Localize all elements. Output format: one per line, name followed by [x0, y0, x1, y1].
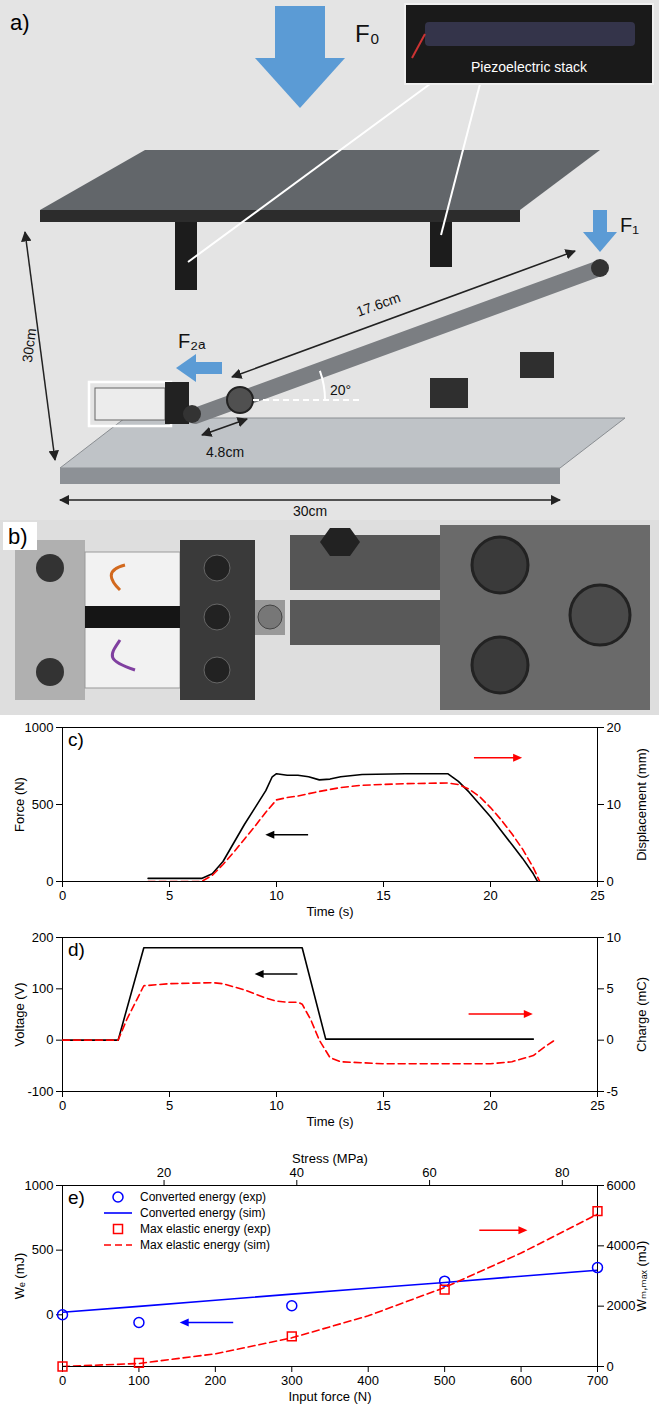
svg-text:400: 400 [357, 1373, 379, 1388]
svg-text:F₀: F₀ [355, 20, 380, 47]
svg-text:0: 0 [59, 1373, 66, 1388]
svg-text:Time (s): Time (s) [306, 1114, 353, 1129]
svg-text:10: 10 [269, 888, 283, 903]
svg-text:Wₑ (mJ): Wₑ (mJ) [12, 1253, 27, 1300]
svg-text:100: 100 [128, 1373, 150, 1388]
svg-text:0: 0 [46, 1307, 53, 1322]
svg-text:10: 10 [607, 797, 621, 812]
svg-text:b): b) [8, 524, 28, 549]
svg-text:10: 10 [269, 1098, 283, 1113]
svg-text:40: 40 [290, 1165, 304, 1180]
svg-text:Piezoelectric stack: Piezoelectric stack [471, 59, 588, 75]
svg-text:20: 20 [607, 720, 621, 735]
svg-text:200: 200 [205, 1373, 227, 1388]
html-text:Converted energy (exp): Converted energy (exp) [140, 1190, 267, 1204]
svg-text:Wₘ,ₘₐₓ (mJ): Wₘ,ₘₐₓ (mJ) [634, 1241, 649, 1312]
html-text:Max elastic energy (exp): Max elastic energy (exp) [140, 1222, 271, 1236]
svg-text:30cm: 30cm [19, 327, 39, 363]
svg-text:200: 200 [32, 930, 54, 945]
html-text:d): d) [68, 939, 85, 960]
svg-text:100: 100 [32, 981, 54, 996]
svg-text:-100: -100 [27, 1084, 53, 1099]
svg-text:0: 0 [607, 1032, 614, 1047]
svg-text:0: 0 [46, 1032, 53, 1047]
svg-text:80: 80 [555, 1165, 569, 1180]
svg-text:20°: 20° [330, 382, 351, 398]
svg-text:4000: 4000 [607, 1238, 636, 1253]
svg-text:6000: 6000 [607, 1178, 636, 1193]
svg-text:20: 20 [483, 888, 497, 903]
svg-text:1000: 1000 [25, 1178, 54, 1193]
svg-text:20: 20 [483, 1098, 497, 1113]
svg-text:Voltage (V): Voltage (V) [12, 982, 27, 1046]
svg-text:F₁: F₁ [620, 214, 639, 236]
svg-text:0: 0 [46, 874, 53, 889]
svg-text:Input force (N): Input force (N) [288, 1389, 371, 1404]
svg-text:25: 25 [590, 888, 604, 903]
svg-text:20: 20 [157, 1165, 171, 1180]
svg-text:F₂ₐ: F₂ₐ [178, 330, 206, 352]
svg-text:500: 500 [434, 1373, 456, 1388]
svg-text:0: 0 [607, 874, 614, 889]
svg-text:300: 300 [281, 1373, 303, 1388]
svg-text:2000: 2000 [607, 1298, 636, 1313]
svg-text:5: 5 [607, 981, 614, 996]
html-text:c): c) [68, 729, 84, 750]
svg-text:1000: 1000 [25, 720, 54, 735]
svg-text:4.8cm: 4.8cm [206, 444, 244, 460]
svg-text:5: 5 [166, 888, 173, 903]
svg-text:5: 5 [166, 1098, 173, 1113]
svg-text:500: 500 [32, 1242, 54, 1257]
html-text:Max elastic energy (sim): Max elastic energy (sim) [140, 1238, 270, 1252]
svg-text:Stress (MPa): Stress (MPa) [292, 1151, 368, 1166]
svg-text:17.6cm: 17.6cm [354, 289, 403, 320]
svg-text:60: 60 [422, 1165, 436, 1180]
svg-text:0: 0 [607, 1359, 614, 1374]
html-text:e): e) [68, 1187, 85, 1208]
svg-text:0: 0 [59, 888, 66, 903]
svg-text:0: 0 [59, 1098, 66, 1113]
svg-text:Time (s): Time (s) [306, 904, 353, 919]
svg-text:Force (N): Force (N) [12, 777, 27, 832]
svg-text:30cm: 30cm [293, 503, 327, 519]
svg-text:25: 25 [590, 1098, 604, 1113]
svg-text:500: 500 [32, 797, 54, 812]
svg-text:Charge (mC): Charge (mC) [634, 977, 649, 1052]
svg-text:600: 600 [510, 1373, 532, 1388]
html-text:Converted energy (sim): Converted energy (sim) [140, 1206, 266, 1220]
svg-text:15: 15 [376, 888, 390, 903]
svg-text:15: 15 [376, 1098, 390, 1113]
svg-text:10: 10 [607, 930, 621, 945]
svg-text:Displacement (mm): Displacement (mm) [634, 748, 649, 861]
svg-text:a): a) [10, 10, 30, 35]
svg-text:-5: -5 [607, 1084, 619, 1099]
svg-text:700: 700 [587, 1373, 609, 1388]
